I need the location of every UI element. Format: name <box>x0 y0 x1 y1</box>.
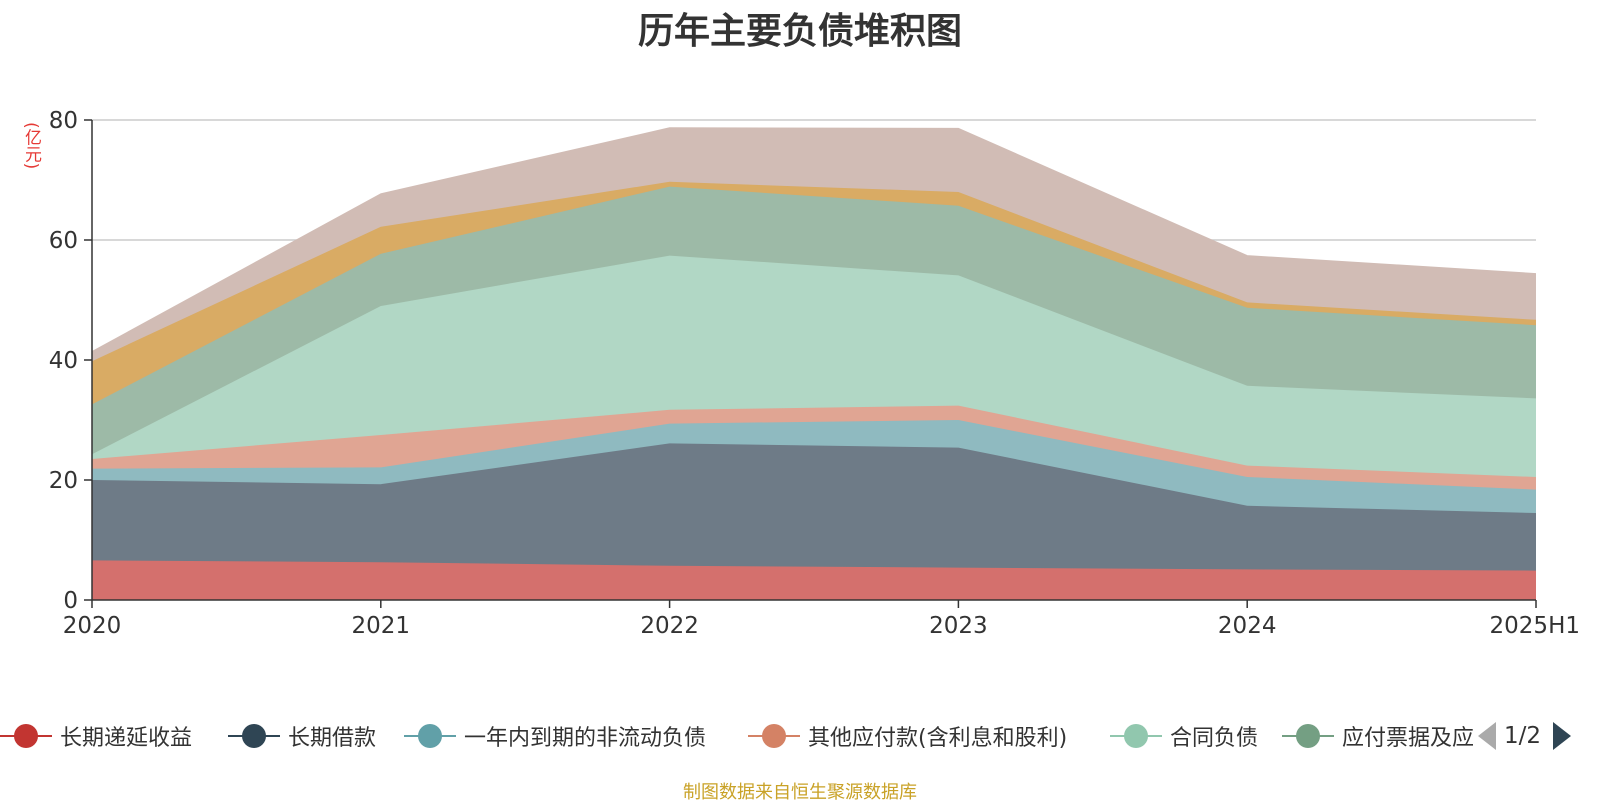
area-series-4 <box>92 405 1536 490</box>
legend-item-label: 应付票据及应 <box>1342 726 1475 751</box>
x-tick-label: 2024 <box>1218 613 1277 639</box>
data-source-note: 制图数据来自恒生聚源数据库 <box>683 782 917 803</box>
x-tick-label: 2023 <box>929 613 988 639</box>
legend-item-label: 长期递延收益 <box>60 726 193 751</box>
legend-swatch-icon <box>1110 724 1162 748</box>
legend-item[interactable]: 长期递延收益 <box>0 714 192 758</box>
area-series-8 <box>92 127 1536 362</box>
chart-title: 历年主要负债堆积图 <box>637 11 962 52</box>
legend-item[interactable]: 应付票据及应 <box>1282 714 1474 758</box>
y-tick-labels: 0 20 40 60 80 <box>49 108 78 614</box>
stacked-area-chart: 0 20 40 60 80 2020 2021 2022 2023 2024 2025H1 <box>49 108 1580 639</box>
area-series-line-8 <box>91 127 1537 353</box>
legend-swatch-icon <box>228 724 280 748</box>
axes <box>84 119 1537 608</box>
legend-swatch-icon <box>748 724 800 748</box>
x-tick-label: 2020 <box>63 613 122 639</box>
legend-item[interactable]: 合同负债 <box>1110 714 1258 758</box>
area-series-6 <box>92 186 1536 455</box>
legend-item[interactable]: 其他应付款(含利息和股利) <box>748 714 1067 758</box>
legend-swatch-icon <box>0 724 52 748</box>
area-series <box>91 127 1537 600</box>
x-tick-label: 2025H1 <box>1490 613 1580 639</box>
y-tick-label: 0 <box>63 588 78 614</box>
legend: 长期递延收益 长期借款 一年内到期的非流动负债 其他应付款(含利息和股利) 合同负债 应付… <box>0 714 1600 758</box>
legend-item-label: 合同负债 <box>1170 726 1259 751</box>
y-tick-label: 20 <box>49 468 78 494</box>
area-series-5 <box>92 255 1536 477</box>
legend-pager: 1/2 <box>1478 714 1572 758</box>
legend-prev-page-icon[interactable] <box>1478 722 1496 750</box>
x-tick-labels: 2020 2021 2022 2023 2024 2025H1 <box>63 613 1580 639</box>
y-axis-unit-label: (亿元) <box>21 122 41 170</box>
x-tick-label: 2022 <box>640 613 699 639</box>
legend-page-indicator: 1/2 <box>1504 723 1542 749</box>
legend-item-label: 一年内到期的非流动负债 <box>464 726 707 751</box>
legend-items: 长期递延收益 长期借款 一年内到期的非流动负债 其他应付款(含利息和股利) 合同负债 应付… <box>0 714 1478 758</box>
legend-swatch-icon <box>1282 724 1334 748</box>
legend-item[interactable]: 长期借款 <box>228 714 376 758</box>
legend-swatch-icon <box>404 724 456 748</box>
area-series-3 <box>92 420 1536 513</box>
x-tick-label: 2021 <box>352 613 411 639</box>
area-series-2 <box>92 443 1536 571</box>
legend-item-label: 长期借款 <box>288 726 377 751</box>
legend-next-page-icon[interactable] <box>1553 722 1572 750</box>
legend-item-label: 其他应付款(含利息和股利) <box>808 726 1068 751</box>
area-series-1 <box>92 560 1536 600</box>
y-tick-label: 80 <box>49 108 78 134</box>
y-tick-label: 60 <box>49 228 78 254</box>
y-tick-label: 40 <box>49 348 78 374</box>
legend-item[interactable]: 一年内到期的非流动负债 <box>404 714 706 758</box>
